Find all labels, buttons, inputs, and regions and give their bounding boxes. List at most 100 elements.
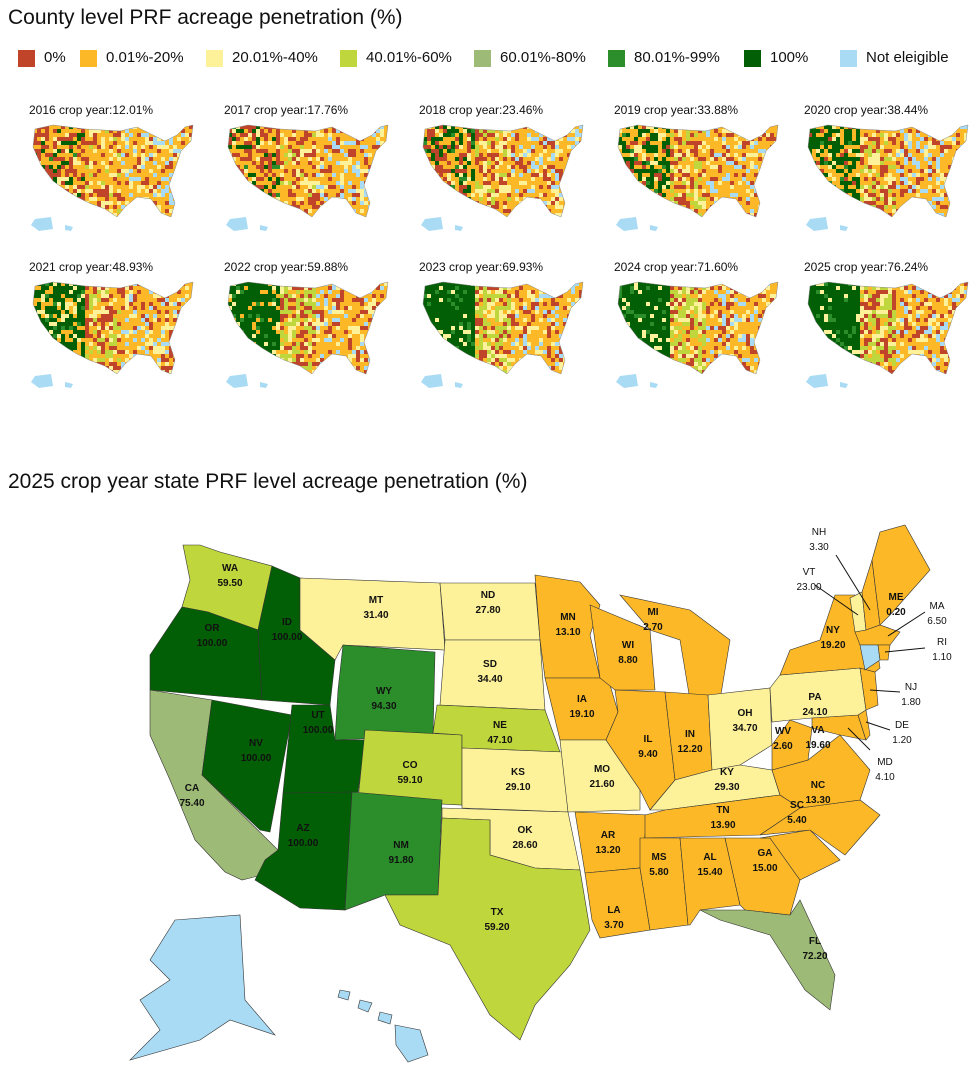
state-value-OH: 34.70 — [732, 723, 757, 734]
us-outline — [807, 281, 969, 375]
state-value-MT: 31.40 — [363, 610, 388, 621]
panel-title: 2020 crop year:38.44% — [804, 103, 929, 117]
state-label-NM: NM — [393, 840, 409, 851]
state-label-SC: SC — [790, 800, 804, 811]
state-label-UT: UT — [311, 710, 324, 721]
county-map — [806, 124, 969, 231]
state-value-GA: 15.00 — [752, 863, 777, 874]
alaska-shape — [616, 217, 638, 231]
hawaii-shape — [260, 225, 268, 231]
state-label-NY: NY — [826, 625, 840, 636]
state-label-OR: OR — [205, 623, 221, 634]
state-KS — [461, 747, 569, 813]
state-value-SC: 5.40 — [787, 815, 807, 826]
state-value-MD: 4.10 — [875, 772, 895, 783]
state-LA — [584, 867, 651, 939]
state-label-ME: ME — [889, 592, 904, 603]
state-label-AR: AR — [601, 830, 616, 841]
leader-NJ — [869, 689, 901, 693]
county-map-panel-2025: 2025 crop year:76.24% — [800, 260, 978, 390]
state-FL — [699, 899, 836, 1011]
hawaii-shape — [65, 225, 73, 231]
state-value-KY: 29.30 — [714, 782, 739, 793]
state-label-GA: GA — [758, 848, 773, 859]
state-AR — [574, 811, 649, 874]
county-cells — [33, 282, 193, 374]
panel-title: 2016 crop year:12.01% — [29, 103, 154, 117]
county-cells — [423, 125, 583, 217]
state-label-DE: DE — [895, 720, 909, 731]
state-label-WI: WI — [622, 640, 634, 651]
state-TX — [384, 817, 591, 1041]
hawaii-shape — [455, 225, 463, 231]
state-value-WY: 94.30 — [371, 701, 396, 712]
state-label-TX: TX — [491, 907, 504, 918]
state-HI-3 — [377, 1011, 393, 1025]
state-VA — [771, 734, 871, 809]
panel-title: 2024 crop year:71.60% — [614, 260, 739, 274]
leader-DE — [865, 721, 891, 731]
legend-swatch — [18, 50, 35, 67]
state-value-ND: 27.80 — [475, 605, 500, 616]
county-map — [421, 124, 584, 231]
state-label-MA: MA — [930, 601, 945, 612]
state-label-WV: WV — [775, 726, 791, 737]
state-NV — [201, 699, 293, 833]
hawaii-shape — [455, 382, 463, 388]
state-value-TN: 13.90 — [710, 820, 735, 831]
leader-MA — [887, 611, 926, 637]
county-map-panel-2018: 2018 crop year:23.46% — [415, 103, 593, 233]
state-label-LA: LA — [607, 905, 620, 916]
legend-label: 40.01%-60% — [366, 49, 452, 66]
hawaii-shape — [840, 225, 848, 231]
panel-title: 2023 crop year:69.93% — [419, 260, 544, 274]
state-value-NM: 91.80 — [388, 855, 413, 866]
state-value-NJ: 1.80 — [901, 697, 921, 708]
state-label-WY: WY — [376, 686, 392, 697]
state-value-ME: 0.20 — [886, 607, 906, 618]
state-label-ND: ND — [481, 590, 495, 601]
hawaii-shape — [260, 382, 268, 388]
state-value-NC: 13.30 — [805, 795, 830, 806]
state-value-CA: 75.40 — [179, 798, 204, 809]
county-map — [421, 281, 584, 388]
state-value-AL: 15.40 — [697, 867, 722, 878]
state-value-MI: 2.70 — [643, 622, 663, 633]
state-MS — [639, 837, 689, 931]
county-map — [31, 281, 194, 388]
state-label-MO: MO — [594, 764, 610, 775]
county-map-panel-2017: 2017 crop year:17.76% — [220, 103, 398, 233]
county-cells — [618, 125, 778, 217]
state-label-OK: OK — [518, 825, 534, 836]
state-label-KS: KS — [511, 767, 525, 778]
alaska-shape — [616, 374, 638, 388]
county-map-panel-2024: 2024 crop year:71.60% — [610, 260, 788, 390]
state-label-IN: IN — [685, 729, 695, 740]
us-outline — [807, 124, 969, 218]
county-cells — [228, 282, 388, 374]
county-map-panel-2021: 2021 crop year:48.93% — [25, 260, 203, 390]
legend-label: 20.01%-40% — [232, 49, 318, 66]
county-map-panel-2016: 2016 crop year:12.01% — [25, 103, 203, 233]
state-label-VT: VT — [803, 567, 816, 578]
alaska-shape — [421, 374, 443, 388]
county-cells — [33, 125, 193, 217]
us-outline — [32, 281, 194, 375]
state-label-NJ: NJ — [905, 682, 917, 693]
state-value-RI: 1.10 — [932, 652, 952, 663]
legend-label: 0% — [44, 49, 66, 66]
state-value-WI: 8.80 — [618, 655, 638, 666]
state-value-IL: 9.40 — [638, 749, 658, 760]
county-cells — [808, 125, 968, 217]
us-outline — [227, 124, 389, 218]
leader-RI — [884, 647, 926, 653]
state-value-VT: 23.00 — [796, 582, 821, 593]
state-AK — [128, 914, 276, 1061]
hawaii-shape — [650, 382, 658, 388]
hawaii-shape — [650, 225, 658, 231]
county-map — [226, 124, 389, 231]
legend-label: 0.01%-20% — [106, 49, 184, 66]
state-label-NC: NC — [811, 780, 825, 791]
state-value-MS: 5.80 — [649, 867, 669, 878]
state-value-DE: 1.20 — [892, 735, 912, 746]
